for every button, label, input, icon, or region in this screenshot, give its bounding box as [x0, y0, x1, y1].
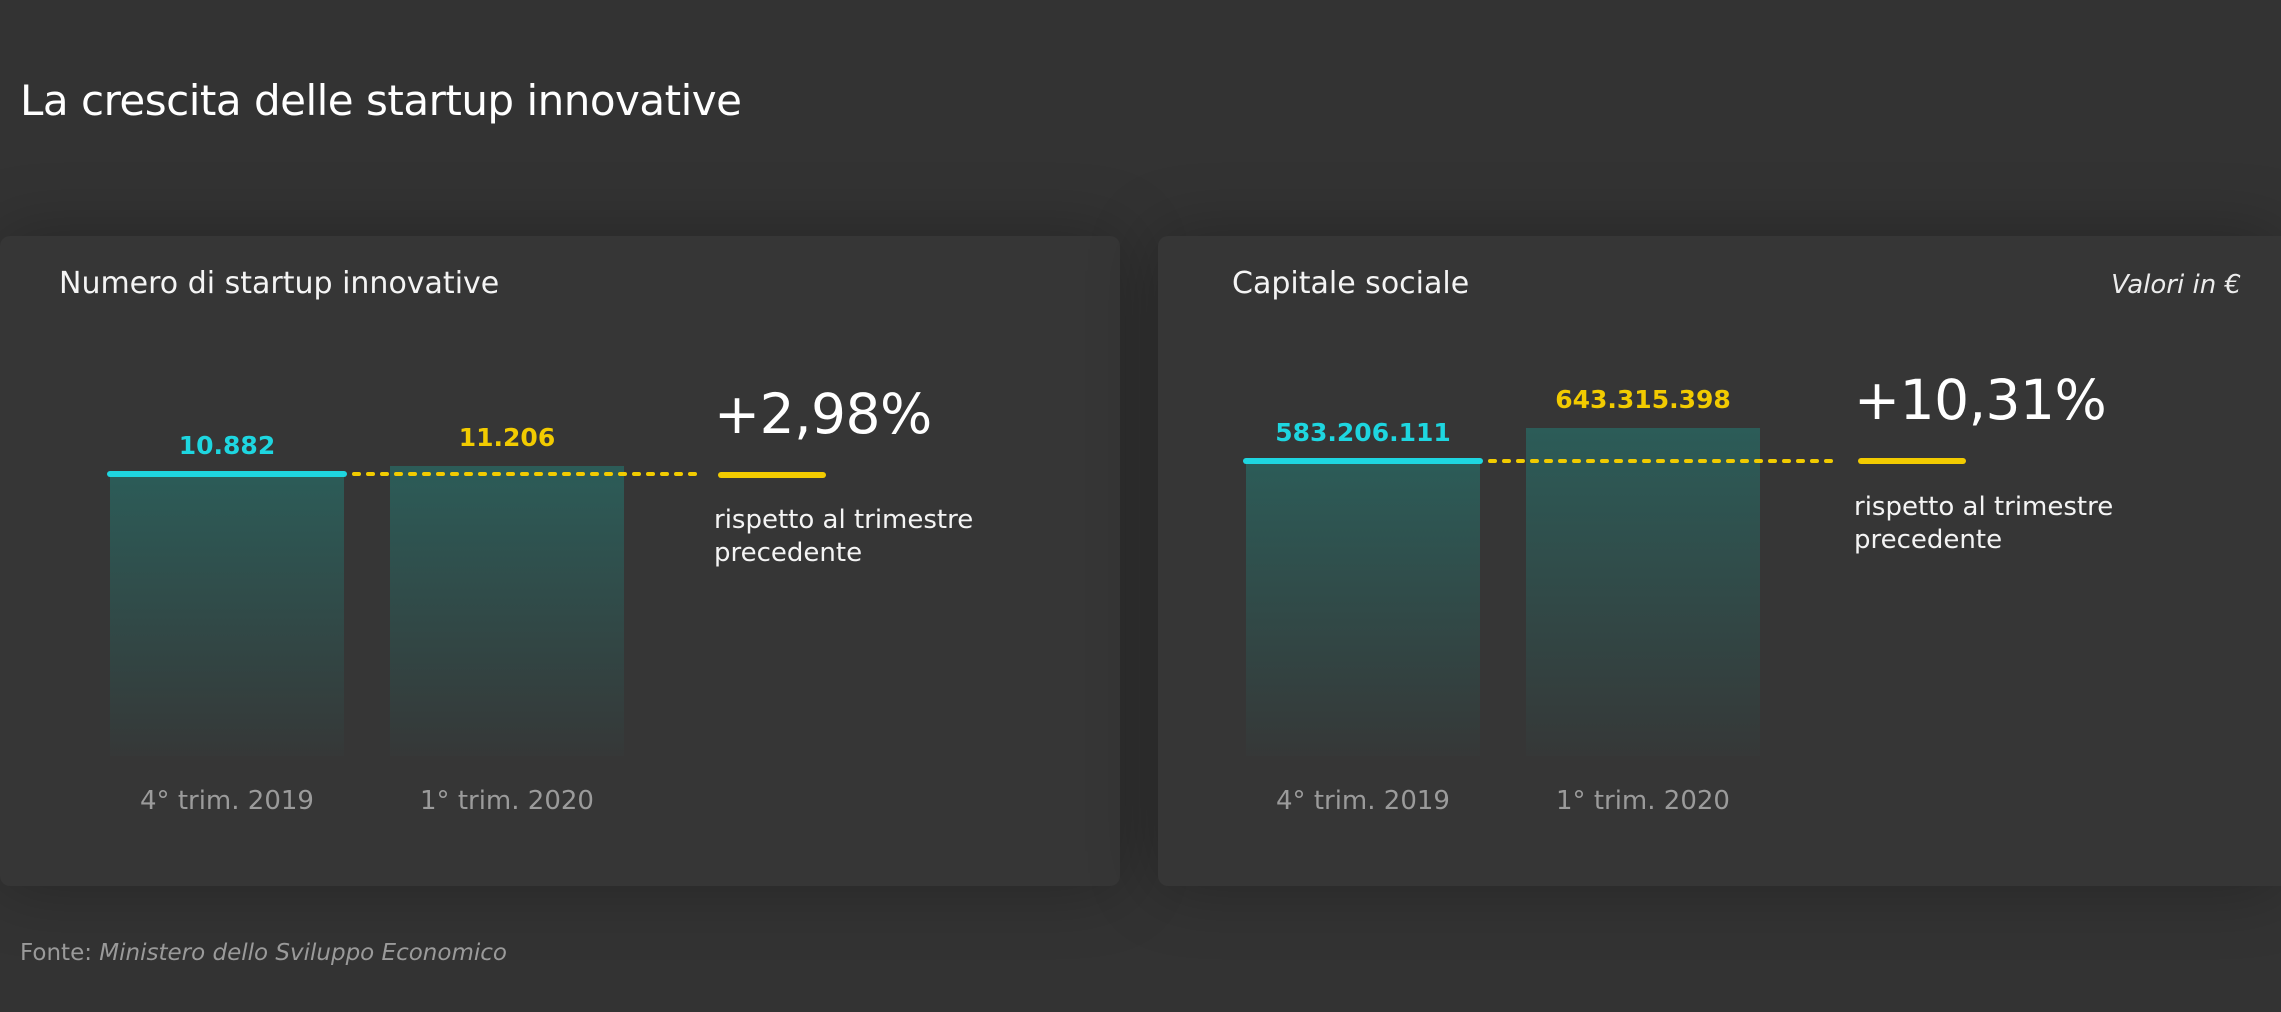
source-note: Fonte: Ministero dello Sviluppo Economic… [20, 940, 507, 966]
panel-title: Capitale sociale [1232, 266, 1470, 301]
bar-value-label: 583.206.111 [1275, 418, 1451, 447]
page-title: La crescita delle startup innovative [20, 76, 742, 125]
panel-title: Numero di startup innovative [59, 266, 500, 301]
change-percentage: +2,98% [714, 382, 932, 446]
bar-current [390, 466, 624, 756]
unit-note: Valori in € [2111, 270, 2241, 300]
category-tick-label: 1° trim. 2020 [1556, 786, 1730, 816]
category-tick-label: 4° trim. 2019 [1276, 786, 1450, 816]
bar-previous [1246, 461, 1480, 756]
bar-current [1526, 428, 1760, 756]
change-note: rispetto al trimestre precedente [1854, 492, 2114, 555]
bar-value-label: 643.315.398 [1555, 385, 1731, 414]
bar-value-label: 11.206 [459, 423, 555, 452]
bar-value-label: 10.882 [179, 431, 275, 460]
change-note: rispetto al trimestre precedente [714, 505, 974, 568]
chart-startup-count: 10.882 4° trim. 2019 11.206 1° trim. 2020 [107, 423, 706, 816]
change-legend-line [1858, 458, 1966, 464]
panel-share-capital: Capitale sociale Valori in € 583.206.111… [1158, 236, 2281, 886]
category-tick-label: 1° trim. 2020 [420, 786, 594, 816]
panel-startup-count: Numero di startup innovative 10.882 4° tr… [0, 236, 1120, 886]
bar-previous [110, 474, 344, 756]
change-legend-line [718, 472, 826, 478]
change-percentage: +10,31% [1854, 368, 2107, 432]
source-name: Ministero dello Sviluppo Economico [99, 940, 507, 966]
chart-share-capital: 583.206.111 4° trim. 2019 643.315.398 1° tr… [1243, 385, 1842, 816]
source-prefix: Fonte: [20, 940, 92, 966]
category-tick-label: 4° trim. 2019 [140, 786, 314, 816]
